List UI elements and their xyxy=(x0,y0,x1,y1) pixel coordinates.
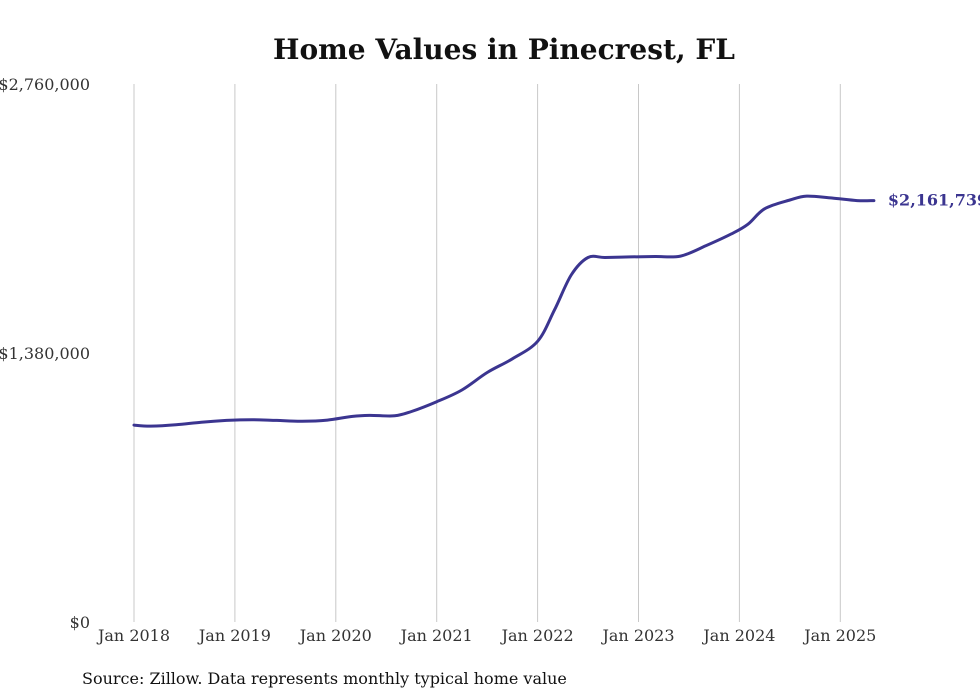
gridlines xyxy=(133,84,841,622)
y-tick-label: $0 xyxy=(70,613,90,632)
x-tick-label: Jan 2023 xyxy=(600,626,674,645)
y-tick-label: $2,760,000 xyxy=(0,75,90,94)
x-axis-ticks: Jan 2018 Jan 2019 Jan 2020 Jan 2021 Jan 2022… xyxy=(96,626,876,645)
home-value-line xyxy=(132,194,876,428)
x-tick-label: Jan 2018 xyxy=(96,626,170,645)
x-tick-label: Jan 2021 xyxy=(399,626,473,645)
x-tick-label: Jan 2020 xyxy=(298,626,372,645)
x-tick-label: Jan 2022 xyxy=(500,626,574,645)
source-note: Source: Zillow. Data represents monthly … xyxy=(82,669,567,688)
end-value-label: $2,161,739 xyxy=(888,191,980,210)
chart-title: Home Values in Pinecrest, FL xyxy=(273,33,735,66)
series-layer: $2,161,739 xyxy=(132,191,980,428)
x-tick-label: Jan 2025 xyxy=(802,626,876,645)
y-tick-label: $1,380,000 xyxy=(0,344,90,363)
x-tick-label: Jan 2024 xyxy=(701,626,775,645)
x-tick-label: Jan 2019 xyxy=(197,626,271,645)
y-axis-ticks: $0 $1,380,000 $2,760,000 xyxy=(0,75,90,632)
